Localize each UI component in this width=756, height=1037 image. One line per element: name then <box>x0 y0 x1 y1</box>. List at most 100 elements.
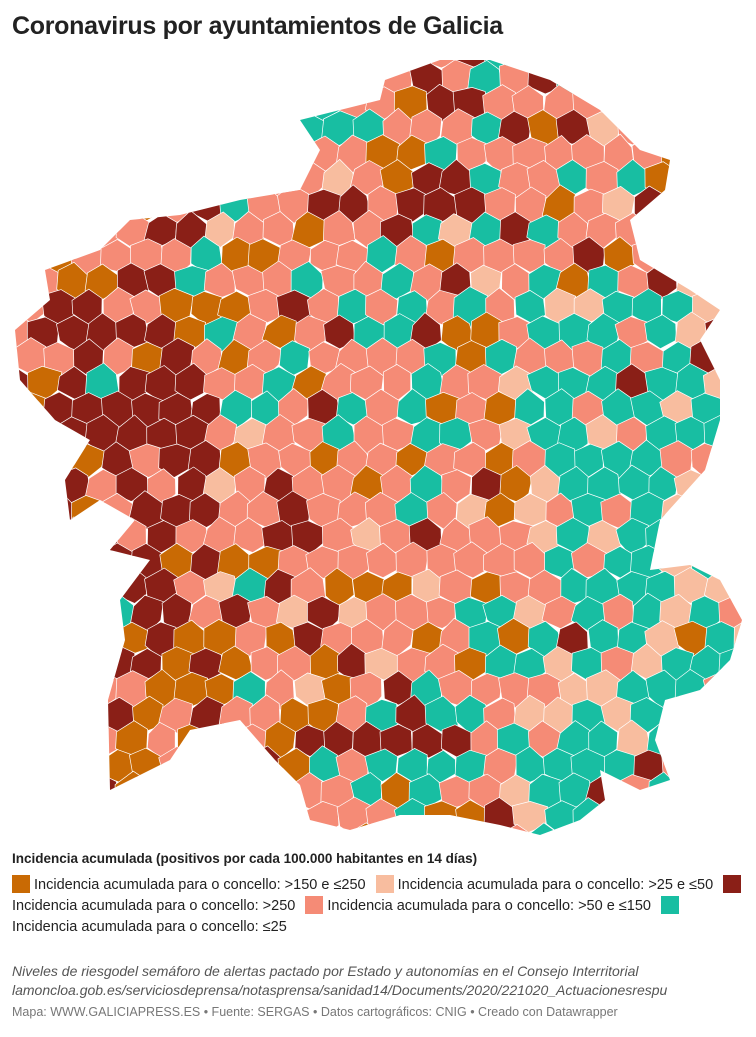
municipality <box>42 441 76 476</box>
municipality <box>15 287 16 327</box>
municipality <box>15 543 19 580</box>
municipality <box>704 316 738 351</box>
municipality <box>734 112 742 145</box>
municipality <box>173 671 209 707</box>
legend-item: Incidencia acumulada para o concello: >5… <box>305 896 651 914</box>
municipality <box>114 158 150 196</box>
footer: Mapa: WWW.GALICIAPRESS.ES • Fuente: SERG… <box>12 1005 618 1019</box>
legend-item: Incidencia acumulada para o concello: >2… <box>12 875 745 914</box>
municipality <box>15 746 48 785</box>
municipality <box>27 569 60 608</box>
legend-swatch <box>305 896 324 914</box>
municipality <box>177 724 207 757</box>
municipality <box>735 520 742 553</box>
municipality <box>734 770 742 810</box>
municipality <box>29 770 62 811</box>
municipality <box>145 772 180 813</box>
municipality <box>41 697 75 735</box>
municipality <box>204 773 238 810</box>
municipality <box>351 60 383 98</box>
municipality <box>233 774 268 809</box>
note: Niveles de riesgodel semáforo de alertas… <box>12 963 639 979</box>
municipality <box>278 60 309 72</box>
municipality <box>719 442 742 481</box>
municipality <box>15 723 31 759</box>
municipality <box>321 60 355 97</box>
municipality <box>71 495 104 528</box>
municipality <box>662 697 694 736</box>
municipality <box>56 516 88 555</box>
municipality <box>58 774 91 810</box>
municipality <box>15 466 33 505</box>
municipality <box>633 60 667 70</box>
municipality <box>15 491 47 527</box>
municipality <box>202 723 238 757</box>
municipality <box>27 469 63 503</box>
municipality <box>26 671 61 707</box>
legend-label: Incidencia acumulada para o concello: >2… <box>397 877 714 893</box>
municipality <box>42 60 76 73</box>
municipality <box>58 160 88 196</box>
municipality <box>688 695 726 732</box>
municipality <box>365 60 401 72</box>
municipality <box>15 826 30 835</box>
municipality <box>71 60 105 69</box>
legend-item: Incidencia acumulada para o concello: ≤2… <box>12 896 683 935</box>
municipality <box>251 60 282 72</box>
municipality <box>512 60 547 69</box>
municipality <box>615 822 651 835</box>
municipality <box>42 797 76 834</box>
municipality <box>15 187 46 226</box>
municipality <box>15 109 33 147</box>
municipality <box>158 60 196 73</box>
municipality <box>673 210 709 250</box>
municipality <box>27 825 62 835</box>
municipality <box>717 188 742 226</box>
municipality <box>86 163 120 200</box>
municipality <box>131 60 163 72</box>
municipality <box>735 315 742 351</box>
municipality <box>748 52 756 71</box>
municipality <box>749 84 756 119</box>
municipality <box>15 85 18 124</box>
municipality <box>15 185 18 224</box>
municipality <box>688 187 724 226</box>
municipality <box>232 824 266 835</box>
municipality <box>703 468 740 506</box>
municipality <box>732 668 742 708</box>
municipality <box>129 188 163 223</box>
municipality <box>247 83 283 122</box>
municipality <box>144 60 178 94</box>
municipality <box>144 825 180 835</box>
municipality <box>703 162 736 199</box>
municipality <box>751 341 756 374</box>
municipality <box>44 545 77 583</box>
municipality <box>633 800 667 835</box>
legend-label: Incidencia acumulada para o concello: >5… <box>327 898 651 914</box>
municipality <box>427 60 457 69</box>
municipality <box>659 800 695 834</box>
municipality <box>748 645 756 685</box>
municipality <box>659 186 696 222</box>
municipality <box>172 60 207 96</box>
municipality <box>15 746 18 787</box>
municipality <box>676 61 710 96</box>
municipality <box>129 134 166 171</box>
municipality <box>717 235 742 273</box>
municipality <box>232 112 267 147</box>
municipality <box>41 84 77 120</box>
municipality <box>15 698 18 734</box>
municipality <box>29 60 62 98</box>
municipality <box>705 60 740 97</box>
municipality <box>144 110 177 150</box>
municipality <box>192 136 223 171</box>
municipality <box>15 60 17 69</box>
municipality <box>72 189 105 222</box>
municipality <box>42 749 78 784</box>
municipality <box>751 746 756 782</box>
municipality <box>204 61 239 98</box>
municipality <box>307 60 340 73</box>
municipality <box>100 798 137 835</box>
municipality <box>71 134 105 172</box>
